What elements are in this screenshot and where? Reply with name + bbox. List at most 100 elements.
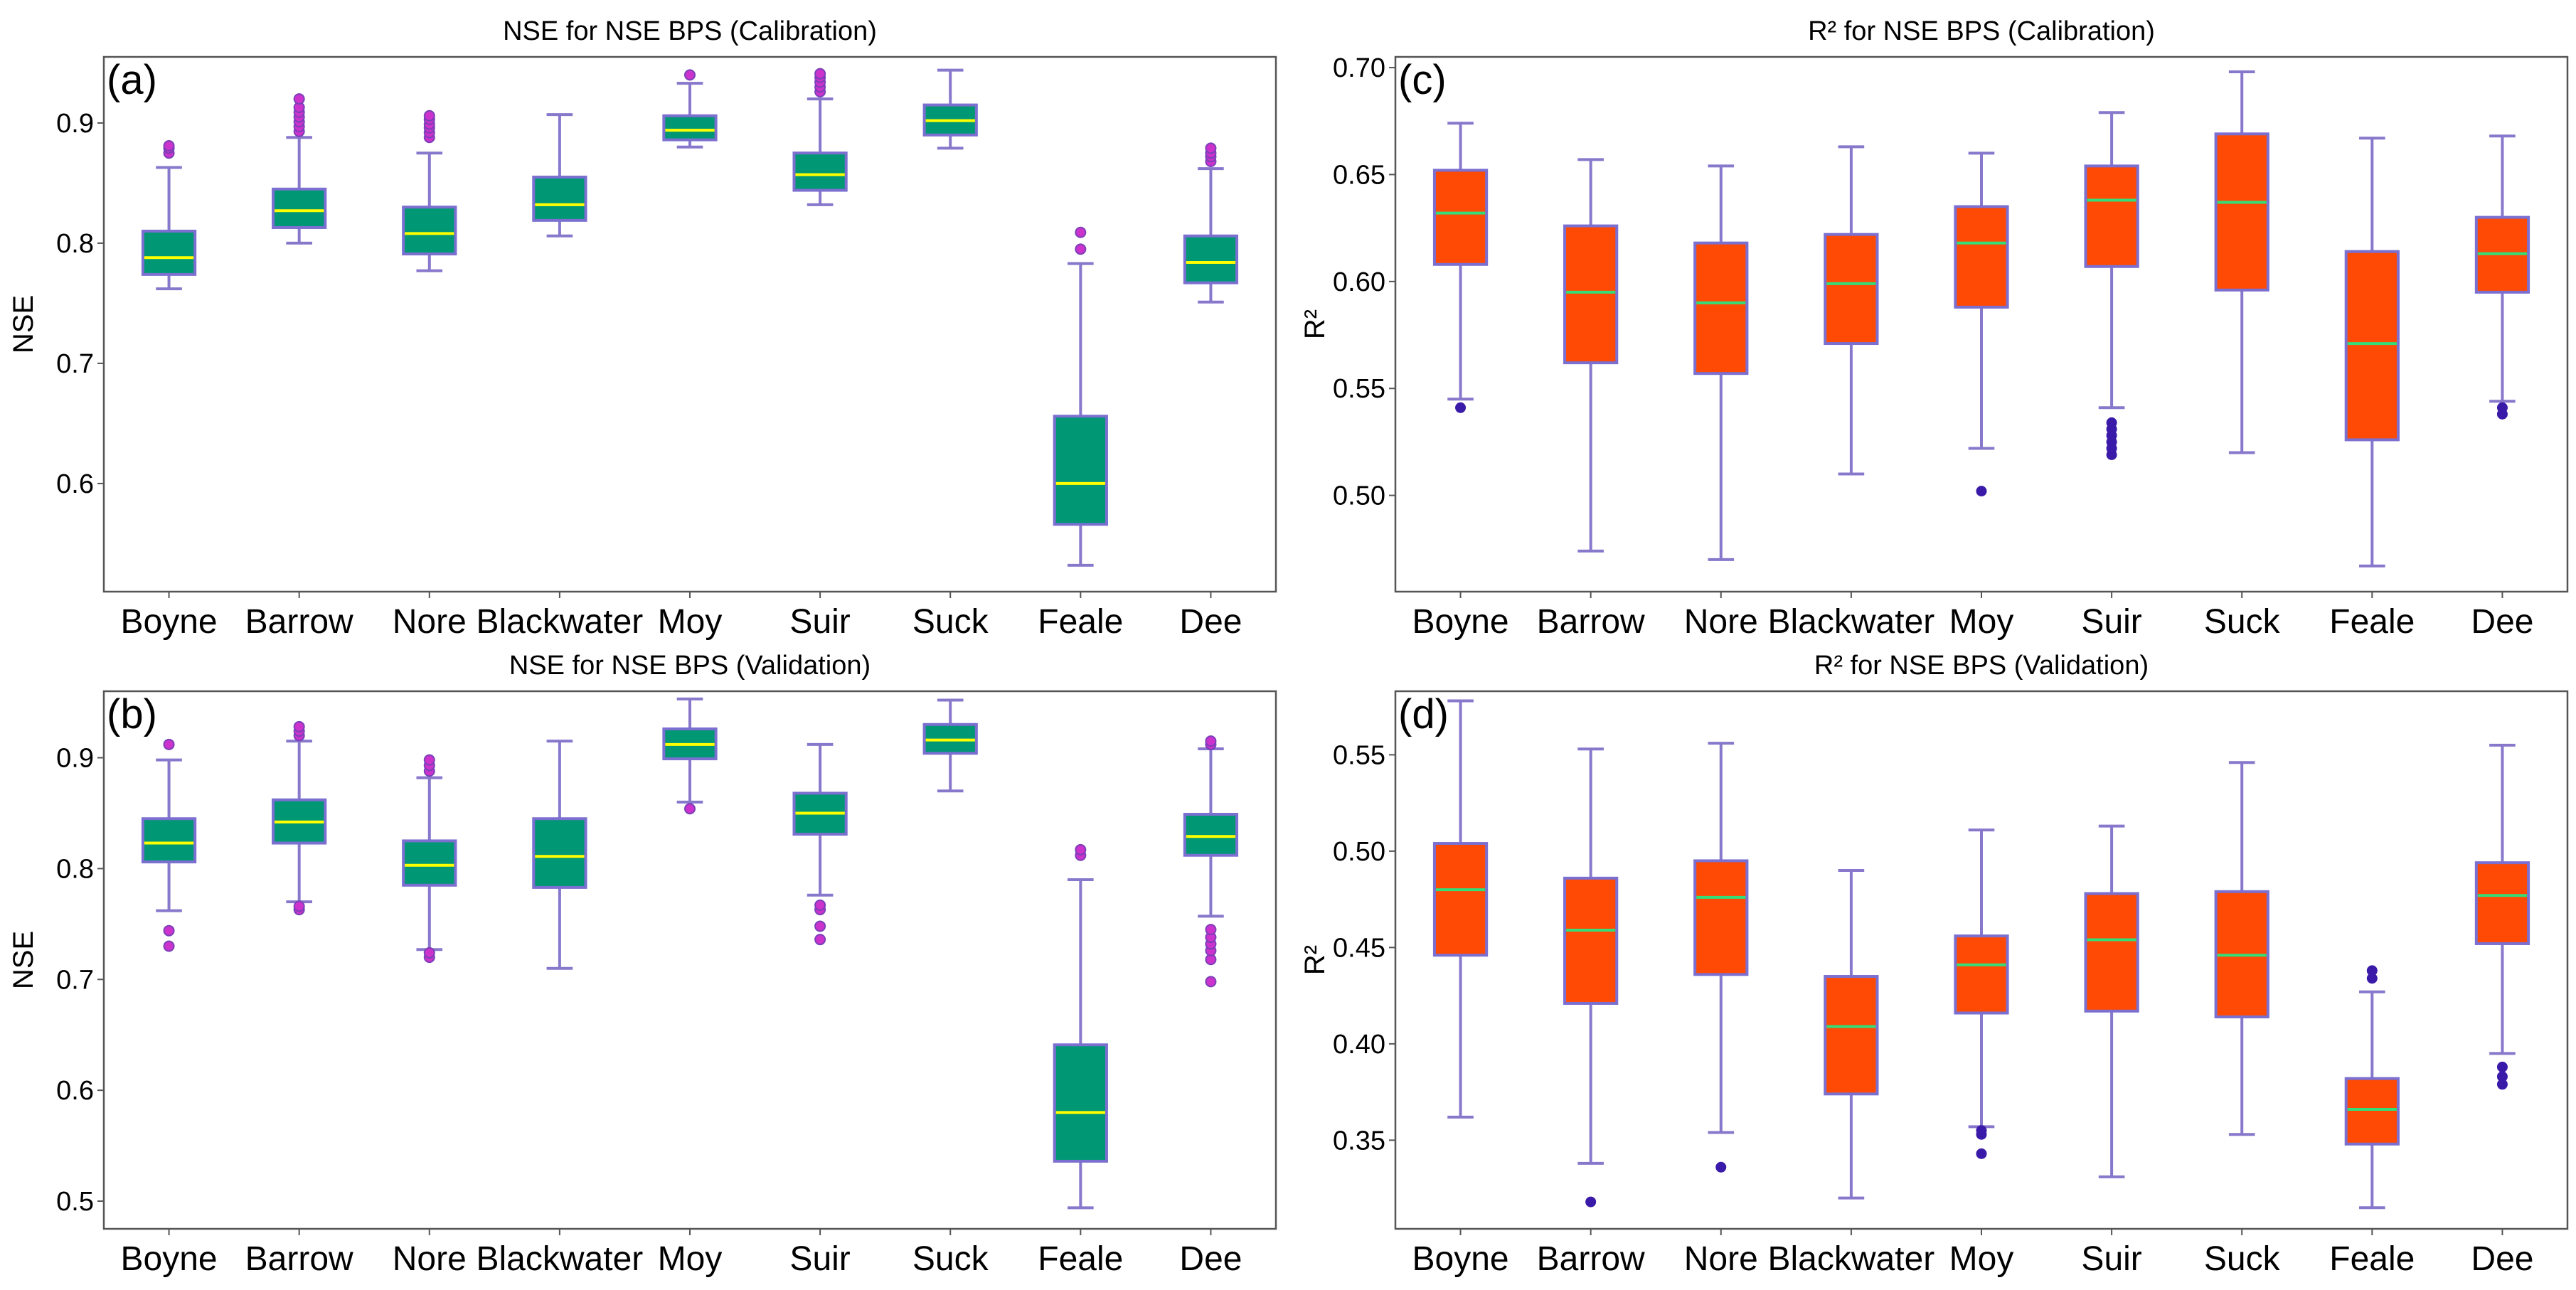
panel-title: NSE for NSE BPS (Calibration): [503, 16, 877, 46]
box-dee: [1183, 142, 1239, 304]
x-tick-label: Suck: [2204, 603, 2281, 641]
outlier-point: [1455, 402, 1467, 413]
outlier-point: [1976, 486, 1987, 497]
y-tick-label: 0.45: [1333, 933, 1385, 963]
x-tick-label: Dee: [1179, 1240, 1242, 1278]
x-tick-label: Blackwater: [477, 603, 644, 641]
y-axis-label: R²: [1299, 945, 1331, 975]
box-suck: [2214, 761, 2269, 1136]
box-iqr: [2474, 861, 2530, 945]
box-feale: [1053, 226, 1108, 567]
outlier-point: [684, 803, 696, 815]
box-iqr: [1183, 813, 1239, 857]
y-tick-label: 0.55: [1333, 740, 1385, 770]
y-tick-label: 0.9: [56, 744, 94, 774]
outlier-point: [293, 900, 305, 912]
box-iqr: [1563, 876, 1619, 1005]
y-tick-label: 0.6: [56, 469, 94, 499]
outlier-point: [293, 93, 305, 105]
outlier-point: [2496, 1071, 2508, 1082]
panel-letter: (c): [1398, 57, 1447, 103]
box-blackwater: [1824, 145, 1879, 476]
box-iqr: [532, 175, 587, 222]
panel-letter: (a): [107, 57, 157, 103]
x-tick-label: Feale: [1038, 1240, 1123, 1278]
box-dee: [2474, 743, 2530, 1090]
box-boyne: [141, 140, 197, 291]
outlier-point: [163, 940, 175, 952]
y-tick-label: 0.8: [56, 229, 94, 259]
y-tick-label: 0.60: [1333, 267, 1385, 297]
x-tick-label: Moy: [1949, 1240, 2014, 1278]
x-tick-label: Suck: [2204, 1240, 2281, 1278]
outlier-point: [1075, 843, 1087, 855]
box-nore: [1693, 742, 1749, 1173]
y-axis-label: NSE: [8, 931, 39, 989]
box-iqr: [1432, 842, 1489, 957]
x-tick-label: Moy: [1949, 603, 2014, 641]
x-tick-label: Moy: [658, 1240, 723, 1278]
outlier-point: [1976, 1125, 1987, 1136]
box-iqr: [1693, 241, 1749, 375]
x-tick-label: Moy: [658, 603, 723, 641]
box-iqr: [2214, 132, 2269, 292]
box-suir: [2084, 111, 2139, 460]
outlier-point: [684, 69, 696, 81]
x-tick-label: Barrow: [1537, 603, 1645, 641]
outlier-point: [1976, 1148, 1987, 1159]
box-iqr: [1824, 975, 1879, 1096]
x-tick-label: Suck: [912, 603, 989, 641]
outlier-point: [293, 720, 305, 732]
x-tick-label: Barrow: [245, 1240, 353, 1278]
y-tick-label: 0.50: [1333, 481, 1385, 511]
y-tick-label: 0.55: [1333, 374, 1385, 404]
x-tick-label: Nore: [393, 1240, 467, 1278]
outlier-point: [2496, 408, 2508, 420]
panel-title: NSE for NSE BPS (Validation): [509, 651, 871, 681]
box-nore: [402, 754, 457, 964]
outlier-point: [814, 934, 826, 946]
x-tick-label: Blackwater: [1768, 603, 1935, 641]
panel-a: NSE for NSE BPS (Calibration) (a) NSE 0.6 0.…: [8, 16, 1277, 641]
x-tick-label: Suck: [912, 1240, 989, 1278]
box-iqr: [2344, 250, 2400, 442]
box-boyne: [1432, 699, 1489, 1119]
box-suck: [922, 68, 978, 150]
x-tick-label: Boyne: [1412, 1240, 1509, 1278]
box-dee: [1183, 735, 1239, 988]
box-suck: [922, 698, 978, 793]
outlier-point: [423, 947, 435, 959]
outlier-point: [1205, 924, 1217, 936]
outlier-point: [2496, 1061, 2508, 1072]
box-dee: [2474, 134, 2530, 420]
box-iqr: [1053, 415, 1108, 526]
x-tick-label: Dee: [1179, 603, 1242, 641]
box-moy: [1954, 828, 2009, 1159]
box-feale: [2344, 137, 2400, 567]
box-iqr: [1563, 224, 1619, 365]
y-tick-label: 0.7: [56, 349, 94, 379]
outlier-point: [814, 899, 826, 911]
x-tick-label: Suir: [789, 603, 850, 641]
box-moy: [1954, 151, 2009, 497]
outlier-point: [1075, 243, 1087, 255]
x-tick-label: Nore: [1684, 1240, 1758, 1278]
box-nore: [402, 110, 457, 272]
y-tick-label: 0.9: [56, 109, 94, 139]
x-tick-label: Feale: [2329, 603, 2415, 641]
x-tick-label: Barrow: [245, 603, 353, 641]
x-tick-label: Barrow: [1537, 1240, 1645, 1278]
outlier-point: [1075, 226, 1087, 238]
x-tick-label: Boyne: [121, 603, 218, 641]
box-barrow: [272, 93, 327, 245]
outlier-point: [2366, 965, 2378, 976]
box-iqr: [1693, 859, 1749, 976]
y-axis-label: NSE: [8, 295, 39, 353]
panel-d: R² for NSE BPS (Validation) (d) R² 0.35 0.40…: [1299, 651, 2569, 1278]
x-tick-label: Suir: [789, 1240, 850, 1278]
box-boyne: [141, 738, 197, 952]
box-feale: [1053, 843, 1108, 1210]
box-iqr: [402, 839, 457, 887]
y-tick-label: 0.6: [56, 1076, 94, 1106]
